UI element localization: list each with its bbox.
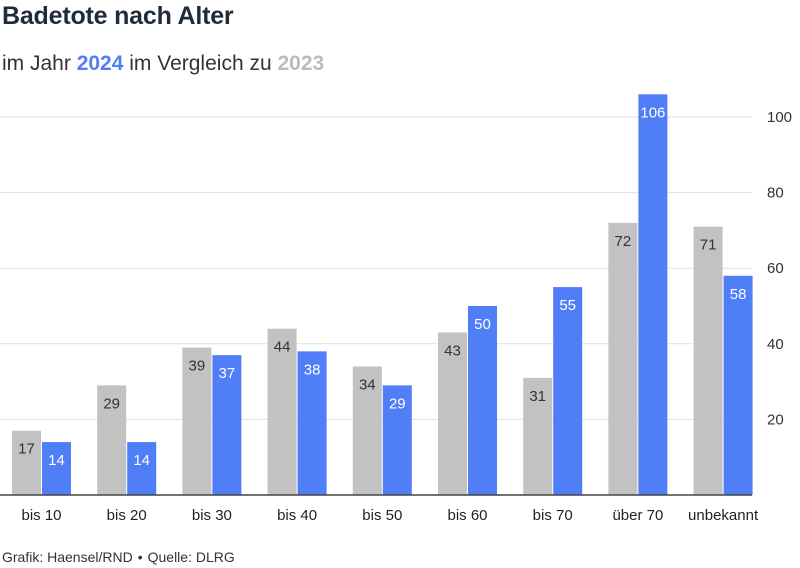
bar-2024 (468, 306, 497, 495)
data-label-2024: 50 (474, 316, 491, 333)
subtitle-prefix: im Jahr (2, 52, 77, 75)
y-tick-label: 100 (767, 109, 792, 126)
footer-credit: Grafik: Haensel/RND (2, 549, 133, 565)
subtitle-year-2023: 2023 (277, 52, 325, 75)
bar-2024 (42, 442, 71, 495)
x-category-label: bis 10 (21, 507, 61, 524)
x-category-label: bis 70 (533, 507, 573, 524)
bar-2024 (553, 287, 583, 495)
bar-2024 (127, 442, 157, 495)
y-tick-label: 20 (767, 411, 784, 428)
bar-2024 (212, 355, 242, 495)
x-category-label: über 70 (612, 507, 663, 524)
bar-2023 (608, 222, 638, 495)
bar-2024 (382, 385, 412, 495)
bar-2023 (267, 328, 297, 495)
data-label-2023: 44 (274, 339, 291, 356)
x-category-label: bis 30 (192, 507, 232, 524)
data-label-2023: 39 (189, 358, 206, 375)
data-label-2024: 55 (559, 297, 576, 314)
data-label-2023: 29 (103, 395, 120, 412)
data-label-2023: 71 (700, 237, 717, 254)
data-label-2024: 38 (304, 361, 321, 378)
data-label-2024: 14 (133, 452, 150, 469)
x-category-label: bis 50 (362, 507, 402, 524)
bar-2024 (723, 275, 753, 495)
subtitle-middle: im Vergleich zu (123, 52, 278, 75)
chart-subtitle: im Jahr 2024 im Vergleich zu 2023 (2, 52, 324, 76)
chart-title: Badetote nach Alter (2, 2, 234, 30)
bar-2023 (438, 332, 467, 495)
x-category-label: bis 40 (277, 507, 317, 524)
data-label-2024: 29 (389, 395, 406, 412)
footer-separator: • (137, 549, 143, 565)
y-tick-label: 40 (767, 336, 784, 353)
bar-2023 (523, 377, 553, 495)
bar-2023 (12, 430, 41, 495)
bar-2023 (352, 366, 382, 495)
chart-footer: Grafik: Haensel/RND • Quelle: DLRG (2, 549, 235, 565)
x-category-label: bis 60 (447, 507, 487, 524)
data-label-2024: 106 (640, 104, 665, 121)
data-label-2023: 34 (359, 376, 376, 393)
bar-2023 (97, 385, 127, 495)
bar-2024 (297, 351, 327, 495)
y-tick-label: 60 (767, 260, 784, 277)
bar-2023 (693, 226, 723, 495)
subtitle-year-2024: 2024 (76, 52, 124, 75)
data-label-2024: 37 (219, 365, 236, 382)
data-label-2023: 43 (444, 342, 461, 359)
data-label-2023: 72 (615, 233, 632, 250)
y-tick-label: 80 (767, 185, 784, 202)
data-label-2024: 14 (48, 452, 65, 469)
bar-2023 (182, 347, 212, 495)
x-category-label: unbekannt (688, 507, 759, 524)
bar-2024 (638, 94, 668, 495)
data-label-2024: 58 (730, 286, 747, 303)
footer-source: Quelle: DLRG (147, 549, 235, 565)
data-label-2023: 17 (18, 441, 35, 458)
data-label-2023: 31 (529, 388, 546, 405)
x-category-label: bis 20 (107, 507, 147, 524)
